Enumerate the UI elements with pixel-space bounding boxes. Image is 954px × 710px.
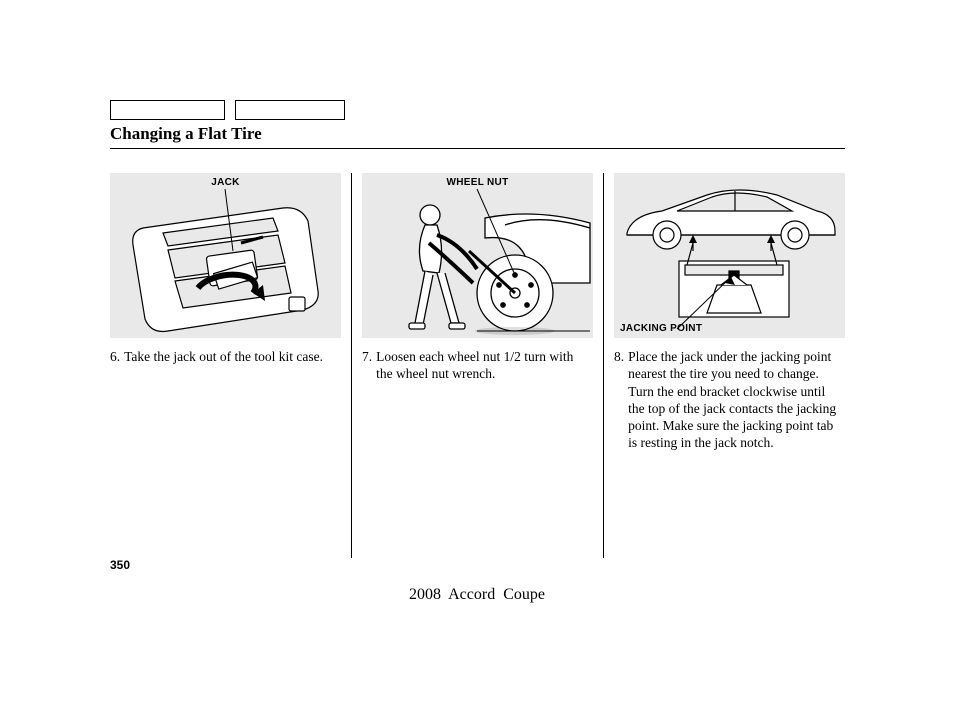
step-number: 7.: [362, 348, 376, 383]
jacking-point-illustration: [614, 173, 845, 338]
column-3: JACKING POINT 8. Place the jack under th…: [603, 173, 845, 558]
label-box-right: [235, 100, 345, 120]
page-title: Changing a Flat Tire: [110, 124, 845, 149]
step-text: Loosen each wheel nut 1/2 turn with the …: [376, 348, 593, 383]
wheel-nut-illustration: [362, 173, 593, 338]
step-8: 8. Place the jack under the jacking poin…: [614, 348, 845, 452]
page-number: 350: [110, 558, 130, 572]
figure-jacking-point: JACKING POINT: [614, 173, 845, 338]
figure-jack: JACK: [110, 173, 341, 338]
step-text: Place the jack under the jacking point n…: [628, 348, 845, 452]
label-box-left: [110, 100, 225, 120]
figure-wheel-nut: WHEEL NUT: [362, 173, 593, 338]
step-6: 6. Take the jack out of the tool kit cas…: [110, 348, 341, 365]
figure-caption-jacking-point: JACKING POINT: [620, 323, 702, 334]
step-7: 7. Loosen each wheel nut 1/2 turn with t…: [362, 348, 593, 383]
jack-illustration: [110, 173, 341, 338]
top-label-boxes: [110, 100, 854, 120]
column-1: JACK: [110, 173, 351, 558]
manual-page: Changing a Flat Tire JACK: [0, 0, 954, 710]
step-number: 6.: [110, 348, 124, 365]
figure-caption-wheel-nut: WHEEL NUT: [362, 177, 593, 188]
figure-caption-jack: JACK: [110, 177, 341, 188]
step-number: 8.: [614, 348, 628, 452]
columns: JACK: [110, 173, 845, 558]
footer-model: 2008 Accord Coupe: [0, 586, 954, 604]
column-2: WHEEL NUT: [351, 173, 603, 558]
step-text: Take the jack out of the tool kit case.: [124, 348, 341, 365]
